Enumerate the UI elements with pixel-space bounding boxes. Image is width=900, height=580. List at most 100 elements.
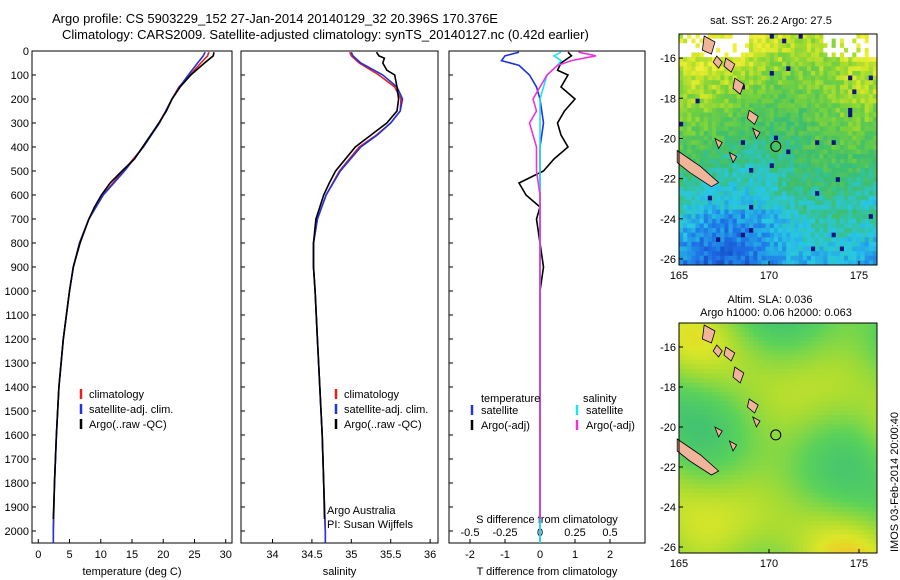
map-cell <box>819 154 824 160</box>
map-cell <box>720 543 725 549</box>
map-cell <box>786 94 791 100</box>
map-cell <box>786 502 791 508</box>
map-cell <box>835 228 841 234</box>
map-cell <box>720 140 725 146</box>
map-cell <box>687 177 692 183</box>
map-cell <box>691 428 696 434</box>
map-cell <box>732 204 738 210</box>
map-cell <box>720 355 725 361</box>
map-cell <box>761 103 767 109</box>
map-cell <box>757 228 762 234</box>
map-cell <box>778 396 783 402</box>
map-cell <box>831 246 837 252</box>
map-cell <box>802 117 808 123</box>
map-cell <box>699 195 705 201</box>
map-cell <box>761 336 767 342</box>
map-cell <box>765 433 771 439</box>
map-cell <box>687 502 692 508</box>
map-cell <box>740 70 746 76</box>
map-cell <box>860 34 866 40</box>
map-cell <box>749 209 754 215</box>
map-cell <box>757 260 762 266</box>
map-cell <box>798 336 804 342</box>
map-cell <box>745 465 750 471</box>
map-cell <box>724 38 729 44</box>
map-cell <box>740 341 746 347</box>
map-cell <box>703 61 709 67</box>
map-cell <box>769 154 775 160</box>
map-cell <box>852 260 857 266</box>
map-cell <box>679 484 684 489</box>
map-cell <box>790 223 795 229</box>
map-cell <box>753 410 758 416</box>
map-cell <box>835 52 841 58</box>
map-cell <box>819 350 824 356</box>
y-tick-label: 1400 <box>5 382 29 394</box>
map-cell <box>687 195 692 201</box>
x-tick-label: 34 <box>266 549 278 561</box>
map-cell <box>728 126 734 132</box>
map-cell <box>864 255 870 261</box>
map-cell <box>782 350 787 356</box>
map-cell <box>695 405 701 411</box>
map-cell <box>798 94 804 100</box>
x-tick-label: 10 <box>95 549 107 561</box>
map-cell <box>864 75 870 81</box>
map-cell <box>844 428 849 434</box>
map-cell <box>716 323 721 328</box>
map-cell <box>728 204 734 210</box>
map-cell <box>794 392 800 397</box>
map-cell <box>860 121 866 127</box>
map-cell <box>856 186 861 192</box>
map-cell <box>839 103 845 109</box>
map-cell <box>811 534 816 540</box>
map-cell <box>699 103 705 109</box>
map-cell <box>687 131 692 137</box>
map-cell <box>691 80 696 86</box>
map-cell <box>712 507 717 512</box>
map-cell <box>724 255 729 261</box>
map-cell <box>823 465 828 471</box>
map-cell <box>712 539 717 545</box>
map-cell <box>831 154 837 160</box>
map-cell <box>695 428 701 434</box>
map-cell <box>679 131 684 137</box>
map-cell <box>860 369 866 374</box>
map-cell <box>827 144 833 150</box>
map-cell <box>864 543 870 549</box>
map-cell <box>773 543 779 549</box>
map-cell <box>856 442 861 448</box>
map-cell <box>856 488 861 494</box>
map-cell <box>703 163 709 169</box>
map-cell <box>724 456 729 462</box>
panel-frame-temperature <box>31 50 233 544</box>
map-cell <box>844 251 849 257</box>
map-cell <box>798 396 804 402</box>
map-cell <box>728 461 734 466</box>
map-cell <box>773 34 779 40</box>
map-cell <box>736 237 742 243</box>
map-cell <box>872 209 878 215</box>
map-cell <box>860 214 866 220</box>
map-cell <box>703 126 709 132</box>
map-cell <box>765 511 771 517</box>
map-cell <box>745 378 750 384</box>
map-cell <box>712 543 717 549</box>
map-cell <box>703 410 709 416</box>
map-cell <box>757 442 762 448</box>
map-cell <box>707 401 713 407</box>
map-cell <box>802 410 808 416</box>
map-cell <box>811 121 816 127</box>
map-cell <box>848 98 853 104</box>
map-cell <box>716 530 721 535</box>
panel-difference: -2 -1 0 1 2T difference from climatology-0.5… <box>448 50 646 578</box>
map-cell <box>794 98 800 104</box>
map-cell <box>860 465 866 471</box>
map-cell <box>794 112 800 118</box>
map-cell <box>683 167 688 173</box>
map-cell <box>864 534 870 540</box>
map-cell <box>753 177 758 183</box>
map-cell <box>683 47 688 53</box>
map-cell <box>695 378 701 384</box>
map-cell <box>765 502 771 508</box>
